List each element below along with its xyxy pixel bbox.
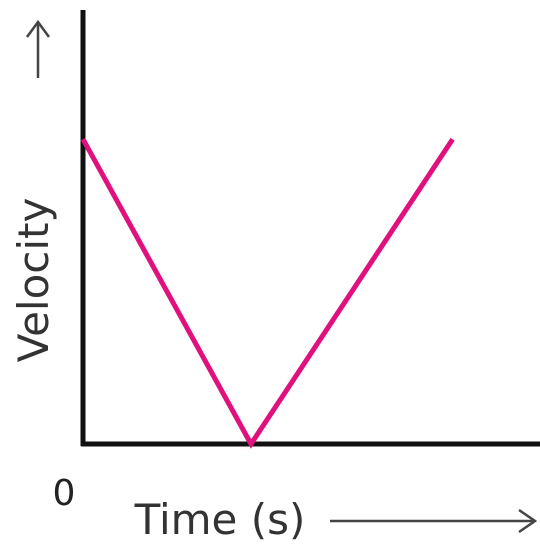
chart-arrows (25, 19, 538, 534)
series-line-0 (80, 137, 455, 449)
origin-label: 0 (53, 473, 76, 514)
x-axis-label: Time (s) (134, 495, 306, 544)
x-axis-arrow-icon (330, 508, 538, 534)
y-axis-arrow-icon (25, 19, 51, 78)
chart-axes (80, 10, 540, 447)
y-axis-label: Velocity (9, 198, 58, 363)
chart-marks (80, 137, 455, 449)
